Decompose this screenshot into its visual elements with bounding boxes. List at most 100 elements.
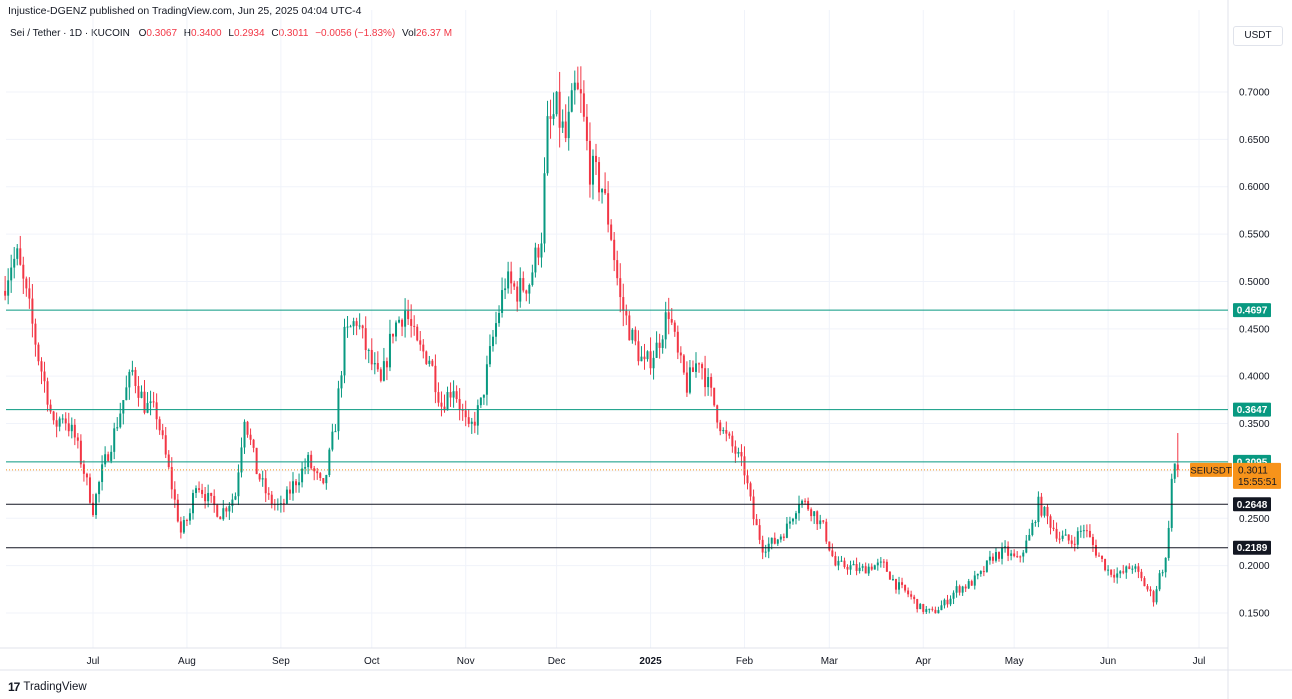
candle-body — [1152, 591, 1155, 603]
candle — [461, 403, 464, 421]
candle-body — [179, 521, 182, 533]
candle — [164, 427, 167, 459]
candle-body — [613, 239, 616, 261]
candle-body — [1101, 555, 1104, 559]
candle — [216, 503, 219, 518]
tradingview-footer[interactable]: 17 TradingView — [8, 680, 87, 694]
candle — [261, 470, 264, 487]
candle-body — [264, 478, 267, 494]
candle-body — [131, 369, 134, 372]
candle-body — [982, 571, 985, 573]
candle — [737, 447, 740, 458]
candle-body — [110, 451, 113, 461]
candle-body — [891, 579, 894, 581]
candle — [422, 339, 425, 359]
candle — [122, 400, 125, 425]
candle — [128, 369, 131, 400]
candle-body — [1037, 496, 1040, 523]
candle — [855, 557, 858, 576]
candle-body — [1155, 589, 1158, 603]
candle-body — [516, 286, 519, 302]
candle — [10, 254, 13, 293]
candle-body — [161, 430, 164, 436]
candle-body — [1031, 522, 1034, 535]
candle — [776, 538, 779, 546]
candle-body — [46, 381, 49, 405]
candle — [552, 92, 555, 126]
candle-body — [461, 409, 464, 411]
candle-body — [85, 473, 88, 478]
candle — [1155, 585, 1158, 605]
candle-body — [913, 596, 916, 600]
candle-body — [431, 360, 434, 366]
candle-body — [70, 424, 73, 432]
y-tick-label: 0.6000 — [1239, 182, 1270, 193]
candle-body — [858, 567, 861, 571]
candle — [840, 555, 843, 562]
candle-body — [1067, 534, 1070, 541]
candle-body — [1028, 534, 1031, 541]
currency-button[interactable]: USDT — [1233, 26, 1283, 46]
candle — [343, 318, 346, 384]
candle — [76, 433, 79, 449]
candle — [116, 417, 119, 432]
candle — [1125, 565, 1128, 579]
candle — [301, 461, 304, 488]
candle-body — [555, 91, 558, 115]
candle — [837, 556, 840, 571]
candle — [976, 573, 979, 580]
candle — [322, 478, 325, 485]
candle-body — [13, 258, 16, 268]
candle-body — [4, 290, 7, 296]
candle — [994, 547, 997, 563]
candle-body — [1104, 558, 1107, 571]
candle-body — [1085, 530, 1088, 532]
candle — [698, 362, 701, 373]
candle — [710, 373, 713, 397]
candle-body — [540, 243, 543, 258]
candle — [355, 317, 358, 336]
candle-body — [82, 464, 85, 474]
candle-body — [67, 423, 70, 432]
candle-body — [925, 609, 928, 612]
candle-body — [546, 116, 549, 174]
candle-body — [43, 371, 46, 382]
candle — [43, 361, 46, 393]
candle-body — [19, 248, 22, 265]
candle-body — [88, 477, 91, 503]
candle — [513, 280, 516, 290]
candle-body — [640, 356, 643, 362]
candle-body — [855, 564, 858, 571]
candle-body — [479, 397, 482, 406]
candle — [37, 342, 40, 366]
y-tick-label: 0.3500 — [1239, 419, 1270, 430]
candle-body — [728, 433, 731, 436]
candle-body — [116, 427, 119, 429]
candle-body — [398, 319, 401, 323]
candle-body — [994, 552, 997, 561]
candle — [376, 351, 379, 372]
candle-body — [734, 446, 737, 454]
candle — [255, 447, 258, 475]
candle — [985, 560, 988, 573]
candle-body — [319, 473, 322, 479]
candle-body — [1125, 566, 1128, 573]
symbol-name[interactable]: Sei / Tether · 1D · KUCOIN — [10, 28, 130, 39]
candle — [1170, 473, 1173, 532]
symbol-tag — [1190, 462, 1232, 477]
candle — [337, 380, 340, 440]
candle-body — [16, 248, 19, 259]
candle — [310, 450, 313, 471]
last-price-tag — [1233, 462, 1281, 489]
candle-body — [510, 271, 513, 284]
candle-body — [637, 341, 640, 362]
candle — [458, 388, 461, 421]
candle-body — [1001, 547, 1004, 559]
candle — [1107, 565, 1110, 576]
candle — [304, 458, 307, 475]
candle-body — [991, 556, 994, 561]
countdown-label: 15:55:51 — [1238, 477, 1277, 488]
candle — [934, 606, 937, 614]
open-value: 0.3067 — [146, 28, 178, 39]
